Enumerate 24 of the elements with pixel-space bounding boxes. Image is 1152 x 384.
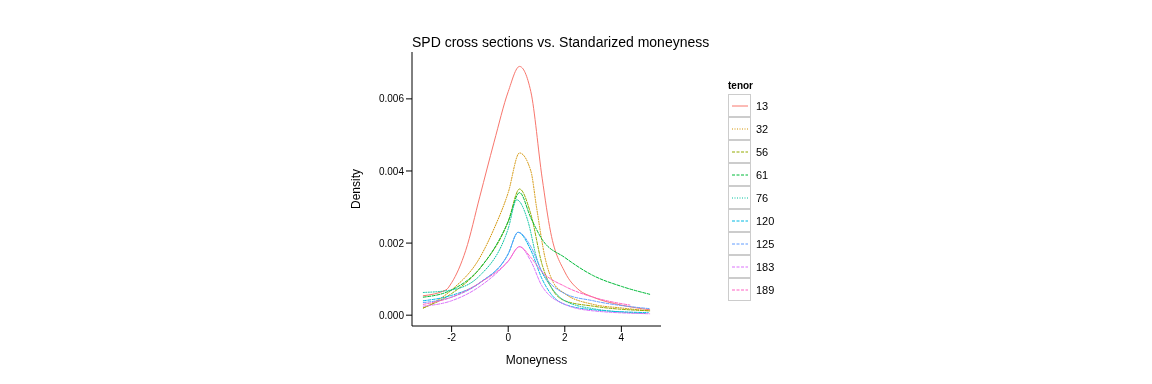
legend-title: tenor [728,80,754,91]
y-tick-label: 0.006 [378,93,405,105]
chart-title: SPD cross sections vs. Standarized moneyness [412,34,710,50]
x-axis-title: Moneyness [505,353,568,367]
x-tick-label: -2 [447,332,457,344]
legend-label: 13 [756,99,769,112]
legend-label: 32 [756,122,769,135]
x-tick-label: 0 [505,332,512,344]
legend-label: 76 [756,191,769,204]
y-tick-label: 0.000 [378,309,405,321]
legend-label: 120 [756,214,775,227]
x-tick-label: 2 [562,332,569,344]
y-tick-label: 0.002 [378,237,405,249]
line-series [422,246,651,315]
legend-label: 189 [756,283,775,296]
line-series [422,65,651,311]
legend-label: 56 [756,145,769,158]
y-tick-label: 0.004 [378,165,405,177]
line-series [422,246,631,306]
y-axis-title: Density [349,168,364,209]
legend-label: 61 [756,168,769,181]
legend-label: 125 [756,237,775,250]
legend-label: 183 [756,260,775,273]
x-tick-label: 4 [618,332,625,344]
